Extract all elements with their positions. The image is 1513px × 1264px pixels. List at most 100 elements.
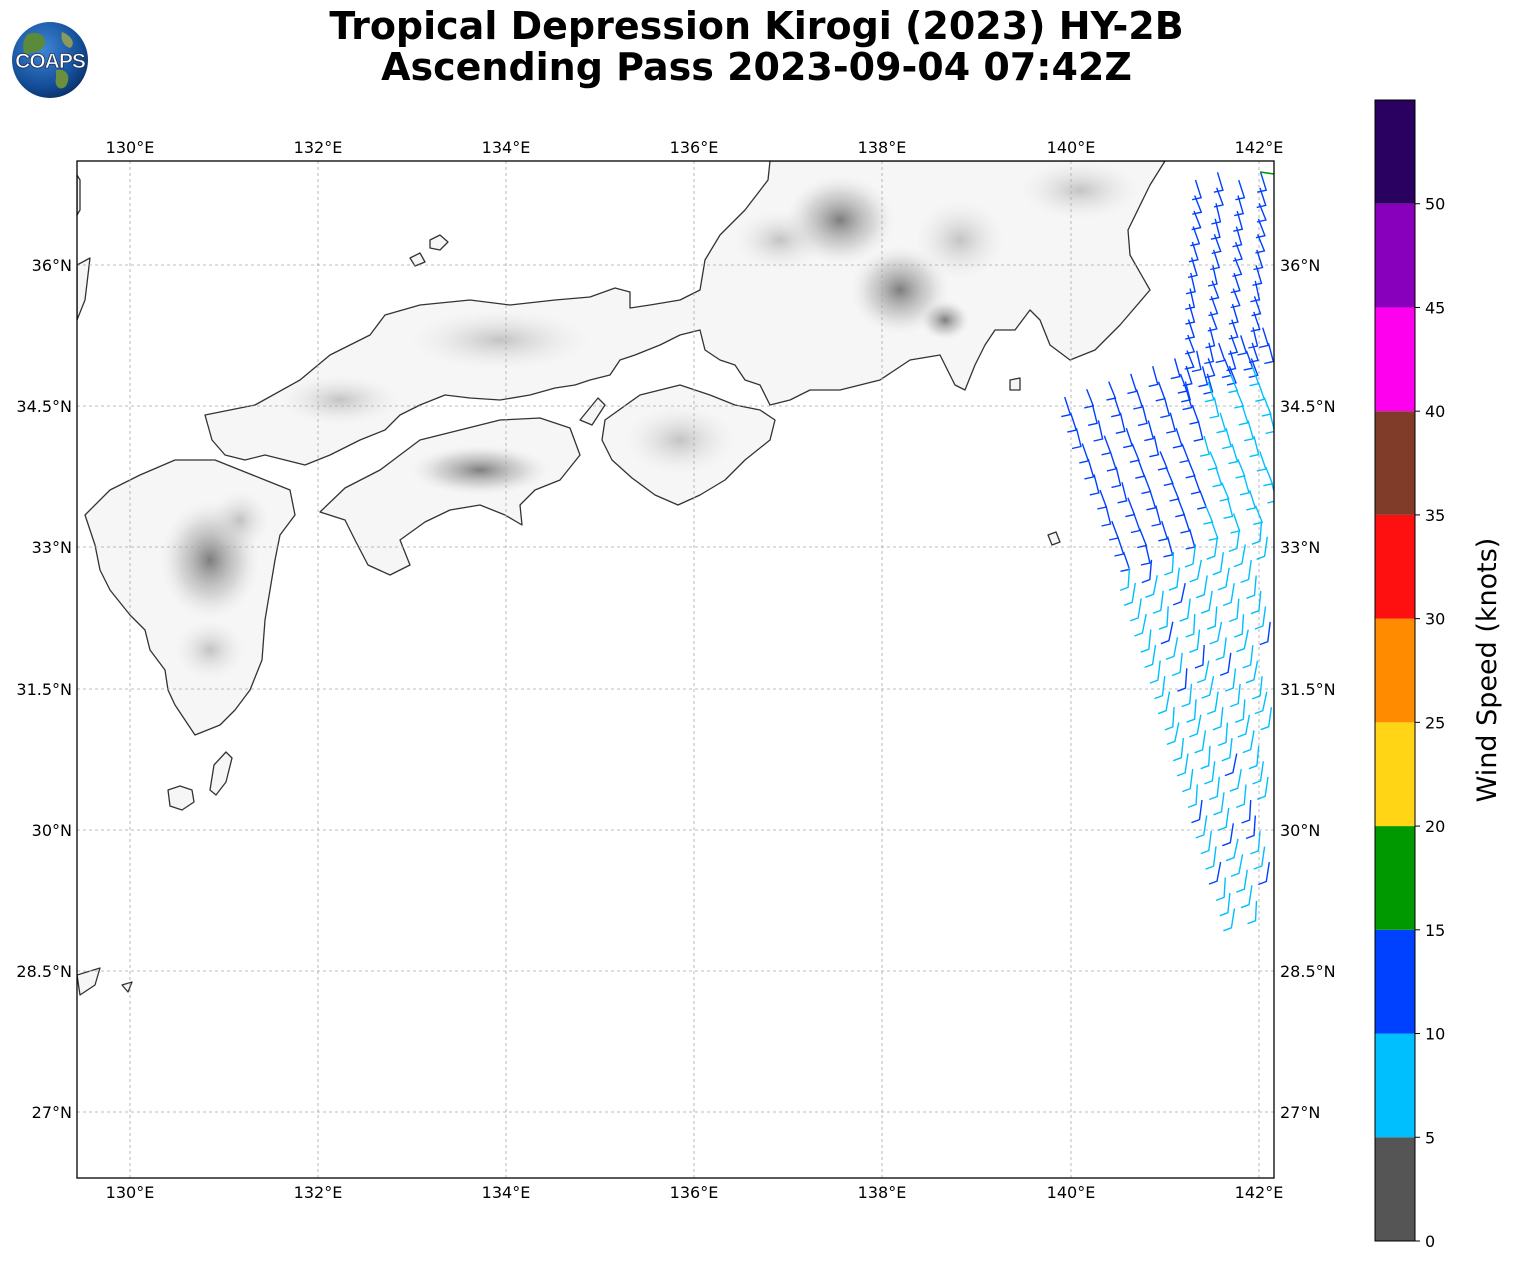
wind-barb: [1141, 559, 1153, 584]
lat-label: 33°N: [1280, 538, 1320, 557]
colorbar-bin: [1375, 203, 1415, 308]
wind-barb: [1259, 327, 1270, 349]
wind-barb: [1191, 799, 1203, 824]
wind-barb: [1171, 652, 1183, 677]
wind-barb: [1191, 179, 1202, 201]
wind-barb: [1242, 730, 1255, 754]
map-frame: [76, 160, 1275, 1179]
colorbar-bin: [1375, 618, 1415, 723]
lon-label: 132°E: [294, 1183, 343, 1202]
wind-barb: [1251, 521, 1263, 545]
colorbar-tick-label: 30: [1425, 610, 1445, 629]
wind-barb: [1180, 513, 1191, 534]
wind-barb: [1111, 466, 1122, 489]
wind-barb: [1224, 753, 1238, 777]
wind-barb: [1226, 365, 1237, 386]
wind-barb: [1246, 575, 1257, 599]
wind-barb: [1160, 397, 1171, 419]
wind-barb: [1200, 745, 1211, 770]
lon-label: 136°E: [670, 138, 719, 157]
wind-barb: [1222, 583, 1235, 607]
colorbar-tick-label: 15: [1425, 921, 1445, 940]
colorbar-frame: [1374, 99, 1416, 1242]
wind-barb: [1209, 397, 1220, 419]
lon-label: 140°E: [1047, 1183, 1096, 1202]
wind-barb: [1151, 505, 1162, 527]
wind-barb: [1235, 699, 1246, 723]
colorbar-tick-label: 5: [1425, 1128, 1435, 1147]
chart-title: Tropical Depression Kirogi (2023) HY-2B …: [0, 6, 1513, 88]
wind-barb: [1061, 396, 1072, 418]
wind-barb: [1246, 490, 1257, 511]
wind-barb: [1200, 590, 1213, 614]
wind-barb: [1200, 830, 1212, 855]
lon-labels-bottom: 130°E 132°E 134°E 136°E 138°E 140°E 142°…: [106, 1183, 1284, 1202]
wind-barb: [1144, 420, 1155, 442]
lat-labels-left: 36°N 34.5°N 33°N 31.5°N 30°N 28.5°N 27°N: [16, 256, 72, 1122]
wind-barb: [1154, 675, 1166, 700]
wind-barb: [1166, 722, 1180, 746]
wind-barb: [1241, 800, 1252, 824]
wind-barb: [1158, 606, 1169, 630]
colorbar-bin: [1375, 929, 1415, 1034]
wind-barb: [1237, 335, 1248, 356]
wind-barb: [1256, 451, 1267, 472]
wind-barb: [1265, 412, 1274, 435]
lon-label: 134°E: [482, 138, 531, 157]
wind-barb: [1166, 412, 1177, 434]
wind-barb: [1145, 575, 1158, 598]
wind-barb: [1250, 590, 1262, 615]
lat-label: 31.5°N: [1280, 680, 1336, 699]
colorbar-tick-label: 35: [1425, 506, 1445, 525]
wind-barb: [1137, 404, 1148, 427]
wind-barb: [1140, 544, 1151, 566]
wind-barb: [1123, 427, 1134, 449]
wind-barb: [1240, 885, 1253, 909]
wind-barb: [1212, 552, 1224, 576]
wind-barb: [1179, 598, 1191, 622]
wind-barb: [1185, 319, 1196, 340]
wind-barb: [1233, 544, 1246, 568]
title-line-1: Tropical Depression Kirogi (2023) HY-2B: [329, 4, 1184, 48]
wind-barb: [1207, 265, 1218, 287]
wind-barb: [1244, 420, 1255, 442]
wind-barb: [1228, 598, 1240, 623]
wind-barb: [1204, 342, 1215, 365]
map-plot-area: [77, 161, 1274, 1178]
wind-barb: [1187, 784, 1198, 809]
wind-barb: [1260, 707, 1273, 731]
colorbar-bin: [1375, 411, 1415, 515]
wind-barb: [1182, 768, 1194, 793]
lat-label: 34.5°N: [1280, 397, 1336, 416]
wind-barb: [1228, 443, 1239, 465]
lat-label: 27°N: [1280, 1103, 1320, 1122]
lon-label: 130°E: [106, 1183, 155, 1202]
colorbar-tick-label: 20: [1425, 817, 1445, 836]
colorbar-bin: [1375, 307, 1415, 412]
wind-barb: [1203, 373, 1214, 395]
wind-barb: [1259, 621, 1271, 646]
wind-barb: [1208, 776, 1220, 801]
wind-barb: [1248, 358, 1259, 379]
colorbar-tick-label: 10: [1425, 1025, 1445, 1044]
wind-barb: [1259, 171, 1274, 175]
wind-barb: [1172, 427, 1183, 449]
wind-barb: [1181, 683, 1193, 708]
lat-label: 31.5°N: [16, 680, 72, 699]
wind-barb: [1206, 606, 1218, 630]
wind-barb: [1152, 590, 1164, 615]
wind-barb: [1233, 210, 1244, 232]
lat-label: 30°N: [32, 821, 72, 840]
wind-barb: [1185, 288, 1196, 310]
wind-barb: [1232, 226, 1243, 248]
terrain-shading: [160, 161, 1140, 680]
wind-barb: [1195, 815, 1208, 839]
wind-barb: [1224, 668, 1237, 692]
lon-label: 136°E: [670, 1183, 719, 1202]
wind-barb: [1264, 343, 1274, 365]
wind-barb: [1185, 303, 1196, 325]
wind-barb: [1160, 621, 1174, 645]
colorbar-tick-label: 25: [1425, 713, 1445, 732]
wind-barb: [1164, 552, 1175, 576]
wind-barb: [1186, 699, 1197, 723]
